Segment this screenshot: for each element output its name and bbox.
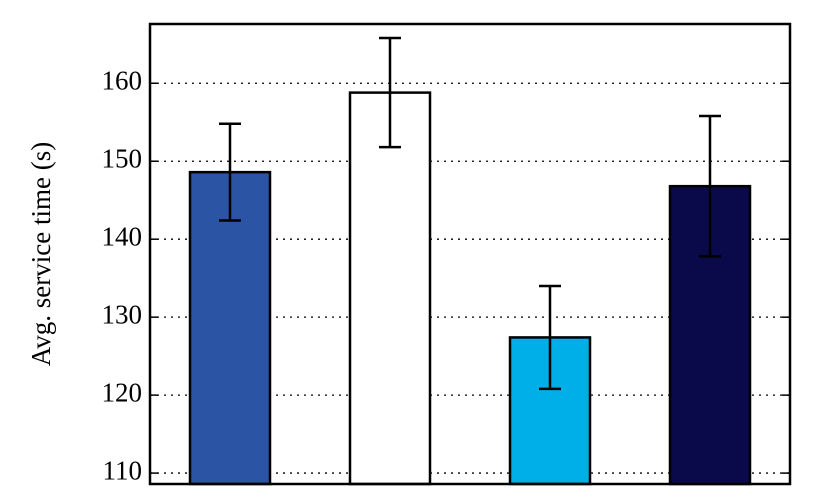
y-tick-label: 140	[102, 221, 143, 251]
y-tick-label: 120	[102, 377, 143, 407]
y-tick-label: 150	[102, 143, 143, 173]
y-axis-label: Avg. service time (s)	[26, 142, 56, 366]
y-tick-label: 160	[102, 65, 143, 95]
bar	[348, 91, 432, 486]
y-tick-label: 110	[103, 455, 143, 485]
plot-frame	[148, 22, 792, 486]
y-tick-label: 130	[102, 299, 143, 329]
